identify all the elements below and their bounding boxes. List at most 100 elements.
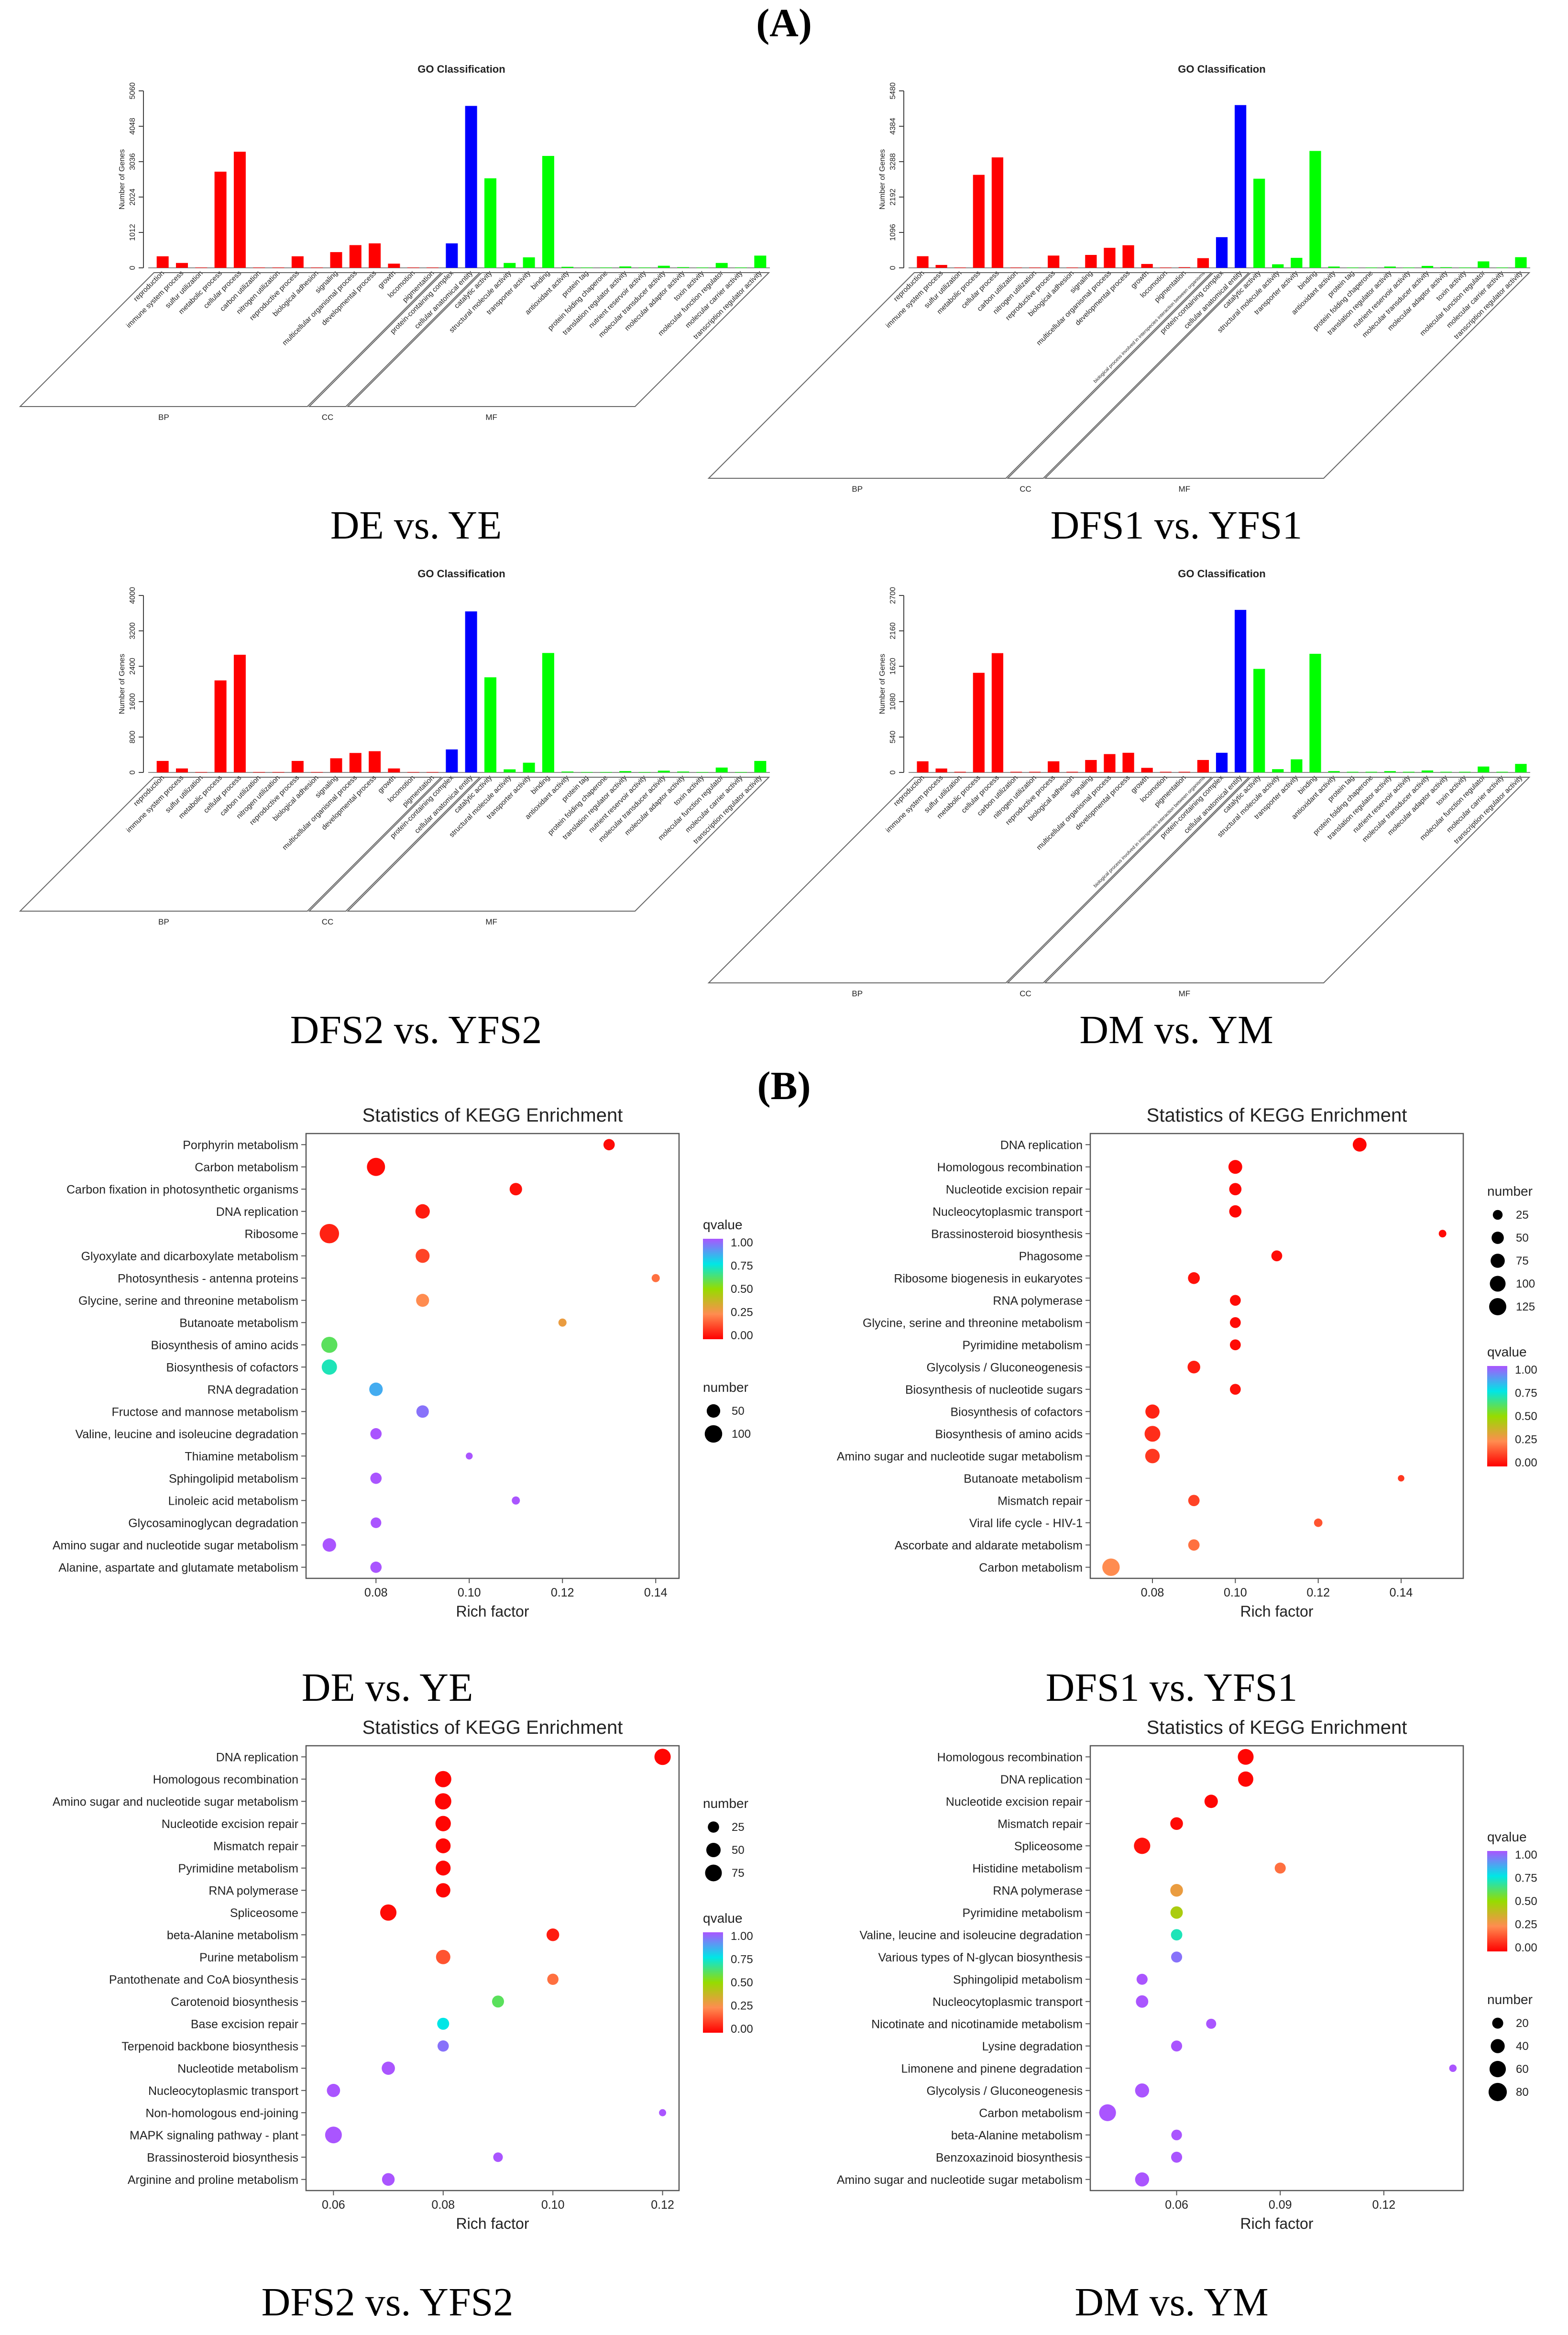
pathway-label: Biosynthesis of amino acids (151, 1339, 298, 1352)
group-bracket-mf (346, 272, 770, 407)
point-glycine-serine-and-threonine-metabolism (416, 1294, 429, 1307)
pathway-label: Purine metabolism (199, 1951, 298, 1964)
point-beta-alanine-metabolism (1171, 2129, 1182, 2140)
group-bracket-bp (707, 272, 1213, 479)
x-axis-label: Rich factor (456, 1603, 529, 1620)
pathway-label: Nucleotide excision repair (946, 1795, 1083, 1808)
plot-frame (1089, 1745, 1464, 2192)
bar-catalytic-activity (484, 677, 496, 772)
pathway-label: Carbon metabolism (195, 1161, 298, 1174)
point-amino-sugar-and-nucleotide-sugar-metabolism (322, 1538, 336, 1552)
point-glycolysis-gluconeogenesis (1187, 1360, 1200, 1374)
pathway-label: Nucleotide excision repair (162, 1817, 298, 1831)
bar-multicellular-organismal-process (1104, 248, 1116, 268)
go-caption-3: DFS2 vs. YFS2 (290, 1008, 542, 1052)
x-tick-label: 0.14 (1390, 1586, 1413, 1599)
bar-translation-regulator-activity (619, 266, 632, 268)
pathway-label: Pyrimidine metabolism (963, 1339, 1083, 1352)
qvalue-tick-label: 0.00 (1515, 1941, 1537, 1954)
pathway-label: Base excision repair (191, 2017, 298, 2031)
bar-binding (542, 156, 554, 268)
pathway-label: Lysine degradation (982, 2040, 1083, 2053)
pathway-label: Photosynthesis - antenna proteins (118, 1272, 298, 1285)
group-bracket-mf (346, 777, 770, 912)
point-mapk-signaling-pathway-plant (325, 2126, 342, 2144)
qvalue-colorbar (703, 1239, 723, 1339)
plot-frame (1089, 1133, 1464, 1579)
bar-cellular-process (233, 152, 246, 268)
point-histidine-metabolism (1274, 1862, 1286, 1874)
pathway-label: DNA replication (1000, 1773, 1083, 1786)
number-legend-title: number (1487, 1992, 1533, 2007)
pathway-label: Sphingolipid metabolism (169, 1472, 298, 1486)
bar-transcription-regulator-activity (1515, 257, 1527, 268)
bar-biological-process-involved-in-interspecies-interaction-between-organisms (1197, 258, 1209, 268)
pathway-label: Terpenoid backbone biosynthesis (121, 2040, 298, 2053)
point-dna-replication (654, 1749, 671, 1765)
point-non-homologous-end-joining (659, 2109, 667, 2116)
qvalue-tick-label: 0.75 (731, 1260, 753, 1273)
y-axis-label: Number of Genes (878, 149, 887, 209)
y-tick-label: 2024 (129, 188, 137, 206)
y-axis-label: Number of Genes (118, 654, 126, 714)
pathway-label: Ascorbate and aldarate metabolism (895, 1539, 1083, 1552)
bar-antioxidant-activity (561, 266, 574, 268)
point-biosynthesis-of-cofactors (1145, 1404, 1160, 1419)
x-tick-label: 0.06 (322, 2198, 345, 2212)
point-rna-polymerase (436, 1883, 450, 1898)
pathway-label: Valine, leucine and isoleucine degradati… (859, 1928, 1083, 1942)
x-tick-label: 0.10 (1224, 1586, 1247, 1599)
group-label-cc: CC (322, 917, 334, 926)
point-biosynthesis-of-amino-acids (1144, 1426, 1161, 1442)
section-label-b: (B) (757, 1064, 811, 1108)
bar-molecular-function-regulator (715, 263, 728, 268)
group-label-cc: CC (322, 413, 334, 422)
pathway-label: Alanine, aspartate and glutamate metabol… (58, 1561, 298, 1575)
group-bracket-bp (19, 272, 443, 407)
pathway-label: Spliceosome (1014, 1839, 1083, 1853)
point-linoleic-acid-metabolism (512, 1496, 520, 1505)
kegg-caption-8: DM vs. YM (1075, 2280, 1269, 2324)
x-tick-label: transcription regulator activity (1452, 773, 1524, 845)
bar-growth (1141, 768, 1153, 772)
group-label-bp: BP (158, 413, 169, 422)
y-tick-label: 0 (889, 265, 897, 270)
number-legend-label: 25 (732, 1821, 745, 1834)
bar-transporter-activity (1291, 258, 1303, 268)
bar-reproductive-process (1048, 255, 1060, 268)
point-nucleotide-excision-repair (1204, 1795, 1218, 1808)
number-legend-dot (706, 1842, 721, 1858)
bar-nitrogen-utilization (272, 267, 285, 268)
qvalue-legend-title: qvalue (703, 1217, 743, 1232)
bar-signaling (330, 252, 342, 268)
bar-molecular-function-regulator (1478, 766, 1490, 772)
qvalue-colorbar (1487, 1366, 1507, 1466)
pathway-label: RNA polymerase (208, 1884, 298, 1897)
bar-catalytic-activity (1253, 669, 1265, 772)
point-viral-life-cycle-hiv-1 (1314, 1518, 1323, 1527)
number-legend-dot (706, 1404, 721, 1418)
qvalue-colorbar (1487, 1851, 1507, 1951)
point-pyrimidine-metabolism (1170, 1906, 1183, 1919)
bar-catalytic-activity (484, 178, 496, 268)
bar-locomotion (407, 267, 419, 268)
number-legend-title: number (1487, 1184, 1533, 1199)
y-tick-label: 1080 (889, 693, 897, 710)
go-caption-4: DM vs. YM (1079, 1008, 1273, 1052)
pathway-label: Biosynthesis of cofactors (166, 1361, 298, 1374)
x-tick-label: 0.08 (1141, 1586, 1164, 1599)
y-axis-label: Number of Genes (118, 149, 126, 209)
number-legend-label: 100 (732, 1428, 751, 1441)
point-porphyrin-metabolism (603, 1139, 615, 1151)
pathway-label: Amino sugar and nucleotide sugar metabol… (837, 1450, 1083, 1463)
point-ribosome-biogenesis-in-eukaryotes (1188, 1272, 1200, 1284)
bar-biological-adhesion (1066, 267, 1078, 268)
x-tick-label: 0.12 (1372, 2198, 1396, 2212)
bar-immune-system-process (175, 768, 188, 772)
bar-molecular-transducer-activity (658, 265, 670, 268)
bar-metabolic-process (214, 171, 227, 268)
pathway-label: Biosynthesis of cofactors (950, 1405, 1083, 1419)
group-label-mf: MF (485, 413, 497, 422)
point-glycine-serine-and-threonine-metabolism (1229, 1317, 1241, 1328)
qvalue-colorbar (703, 1932, 723, 2033)
